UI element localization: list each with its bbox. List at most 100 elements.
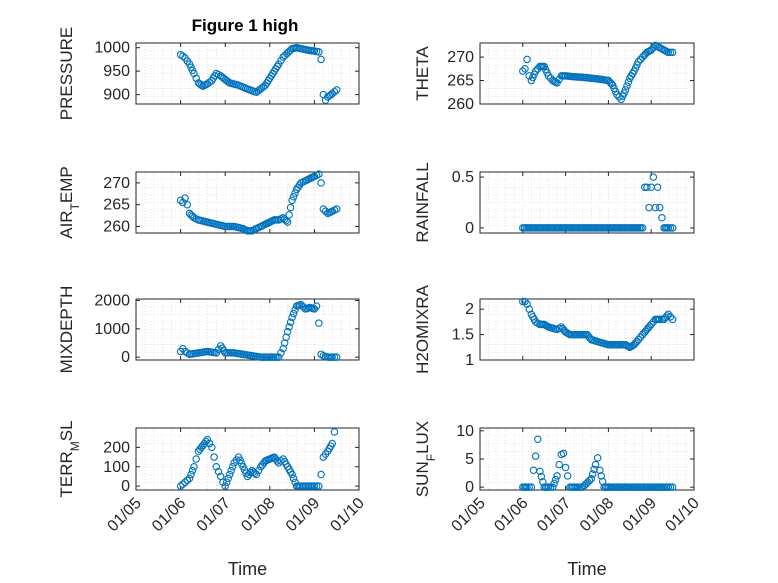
data-point [289,309,298,318]
data-point [531,67,540,75]
data-point [205,78,214,86]
data-point [550,479,558,488]
y-tick-label: 1.5 [452,327,474,344]
data-point [221,482,229,490]
axes-box [135,298,360,361]
data-point [664,483,673,491]
y-tick-label: 0 [121,349,130,366]
data-point [224,474,232,483]
data-point [214,467,223,476]
data-point [179,52,187,60]
data-point [225,470,234,479]
axes-box [135,42,360,105]
data-point [283,218,292,226]
data-point [328,353,336,361]
data-point [623,82,631,90]
axes-box [479,42,695,105]
data-point [289,474,298,483]
data-point [666,48,675,57]
data-point [212,462,221,471]
data-point [183,200,192,209]
y-tick-label: 1000 [94,321,130,338]
data-point [205,439,214,448]
data-point [668,315,677,324]
data-point [544,483,553,491]
data-point [317,55,325,64]
data-point [664,224,673,232]
data-point [288,196,296,205]
data-point [219,478,227,486]
data-point [647,46,655,54]
data-point [328,89,336,98]
y-tick-label: 1 [465,352,474,369]
data-point [561,463,570,472]
data-point [615,93,623,101]
data-point [621,86,630,94]
data-point [668,224,677,232]
data-point [208,443,216,452]
data-point [282,216,290,225]
data-point [297,300,305,309]
data-point [176,196,185,205]
data-point [288,313,296,322]
x-axis-label: Time [567,559,606,579]
data-point [190,69,198,78]
axes-box [135,427,360,491]
data-point [666,483,675,491]
data-point [668,483,677,491]
data-point [251,469,259,477]
y-tick-label: 260 [103,218,130,235]
data-point [317,470,325,479]
plot-area [480,43,694,104]
axes-box [479,298,695,361]
data-point [315,319,323,327]
x-axis-label: Time [228,559,267,579]
data-point [288,470,296,479]
data-point [658,315,666,324]
data-point [523,483,531,491]
y-tick-label: 2000 [94,292,130,309]
data-point [181,194,189,202]
data-point [537,472,546,481]
data-point [312,302,321,310]
data-point [330,88,339,96]
data-point [315,48,323,56]
data-point [525,72,533,80]
data-point [315,170,323,178]
data-point [286,203,295,212]
data-point [289,192,298,201]
data-point [188,466,197,475]
y-tick-label: 0.5 [452,169,474,186]
data-point [317,179,325,187]
subplot-2: 260 265 270 THETA [413,41,695,113]
data-point [527,483,536,491]
subplot-4: 0 0.5 RAINFALL [413,162,695,243]
y-axis-label: H2OMIXRA [413,284,432,373]
data-point [664,48,673,57]
data-point [179,198,187,207]
subplot-6: 1 1.5 2 H2OMIXRA [413,284,695,374]
data-point [179,480,187,488]
data-point [283,327,292,336]
data-point [658,214,666,222]
data-point [653,183,662,192]
y-axis-label: TERRMSL [57,420,82,497]
data-point [227,466,235,475]
data-point [663,312,671,320]
data-point [277,457,285,465]
data-point [649,173,658,181]
y-tick-label: 200 [103,439,130,456]
y-tick-label: 950 [103,63,130,80]
data-point [277,349,285,357]
y-tick-label: 0 [121,478,130,495]
data-point [291,189,299,197]
data-point [666,224,675,232]
data-point [228,462,237,471]
data-point [185,474,194,483]
data-point [590,465,598,474]
data-point [202,437,210,446]
data-point [643,183,651,192]
data-point [286,318,295,326]
data-point [332,205,341,213]
data-point [534,435,542,444]
